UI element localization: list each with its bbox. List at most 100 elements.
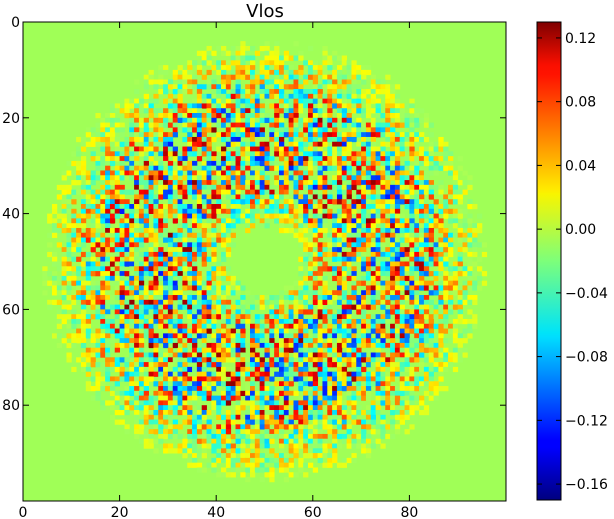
heatmap-cell [230,103,236,109]
heatmap-cell [250,189,256,195]
heatmap-cell [462,280,468,286]
heatmap-cell [423,304,430,310]
heatmap-cell [201,199,207,205]
heatmap-cell [163,251,169,258]
heatmap-cell [230,366,236,373]
heatmap-cell [119,400,125,406]
heatmap-cell [317,69,323,76]
heatmap-cell [269,189,275,195]
heatmap-cell [211,208,217,214]
heatmap-cell [196,98,203,104]
heatmap-cell [109,390,116,397]
heatmap-cell [385,175,391,181]
heatmap-cell [259,342,265,349]
heatmap-cell [187,429,193,435]
heatmap-cell [167,251,174,258]
heatmap-cell [158,256,164,262]
heatmap-cell [153,333,159,339]
heatmap-cell [448,251,454,258]
heatmap-cell [274,433,280,440]
heatmap-cell [250,103,256,109]
heatmap-cell [61,227,67,234]
heatmap-cell [182,237,188,243]
heatmap-cell [177,223,183,229]
heatmap-cell [216,84,222,90]
heatmap-cell [390,199,396,205]
heatmap-cell [370,93,376,100]
heatmap-cell [394,256,401,262]
heatmap-cell [221,151,227,157]
heatmap-cell [230,285,236,291]
heatmap-cell [201,376,207,382]
heatmap-cell [182,69,188,76]
heatmap-cell [206,309,212,315]
heatmap-cell [288,285,294,291]
heatmap-cell [317,227,323,234]
heatmap-cell [206,424,212,430]
heatmap-cell [61,275,67,282]
heatmap-cell [182,390,188,397]
heatmap-cell [196,213,203,219]
heatmap-cell [211,433,217,440]
heatmap-cell [361,424,367,430]
heatmap-cell [100,117,106,123]
heatmap-cell [71,323,77,329]
heatmap-cell [148,113,154,119]
heatmap-cell [71,318,77,325]
heatmap-cell [105,304,111,310]
heatmap-cell [250,136,256,143]
heatmap-cell [221,304,227,310]
heatmap-cell [225,98,232,104]
heatmap-cell [298,314,304,320]
heatmap-cell [452,347,459,353]
heatmap-cell [254,462,261,468]
heatmap-cell [192,189,198,195]
heatmap-cell [95,113,101,119]
heatmap-cell [293,74,299,80]
heatmap-cell [85,357,92,363]
heatmap-cell [240,194,246,200]
heatmap-cell [336,103,343,109]
heatmap-cell [380,151,386,157]
heatmap-cell [119,419,125,425]
heatmap-cell [288,357,294,363]
heatmap-cell [336,433,343,440]
heatmap-cell [419,376,425,382]
heatmap-cell [211,314,217,320]
heatmap-cell [399,237,405,243]
heatmap-cell [278,386,285,392]
heatmap-cell [438,194,444,200]
heatmap-cell [399,390,405,397]
heatmap-cell [332,93,338,100]
heatmap-cell [332,165,338,171]
heatmap-cell [414,395,420,401]
heatmap-cell [351,362,357,368]
heatmap-cell [365,338,372,344]
heatmap-cell [288,69,294,76]
heatmap-cell [250,462,256,468]
heatmap-cell [153,285,159,291]
heatmap-cell [90,362,96,368]
heatmap-cell [143,386,149,392]
heatmap-cell [143,381,149,387]
heatmap-cell [148,69,154,76]
heatmap-cell [245,376,251,382]
heatmap-cell [114,180,120,186]
heatmap-cell [365,223,372,229]
heatmap-cell [51,299,58,306]
heatmap-cell [206,433,212,440]
heatmap-cell [419,132,425,138]
heatmap-cell [433,213,439,219]
heatmap-cell [303,362,309,368]
heatmap-cell [288,318,294,325]
heatmap-cell [452,285,459,291]
heatmap-cell [428,285,434,291]
heatmap-cell [278,60,285,66]
heatmap-cell [365,204,372,210]
heatmap-cell [177,328,183,334]
heatmap-cell [462,338,468,344]
heatmap-cells [42,41,488,483]
heatmap-cell [245,184,251,191]
heatmap-cell [438,271,444,277]
heatmap-cell [274,204,280,210]
